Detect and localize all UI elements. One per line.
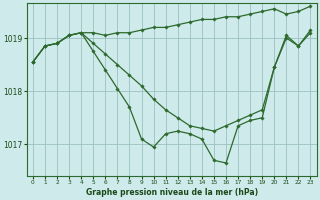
- X-axis label: Graphe pression niveau de la mer (hPa): Graphe pression niveau de la mer (hPa): [86, 188, 258, 197]
